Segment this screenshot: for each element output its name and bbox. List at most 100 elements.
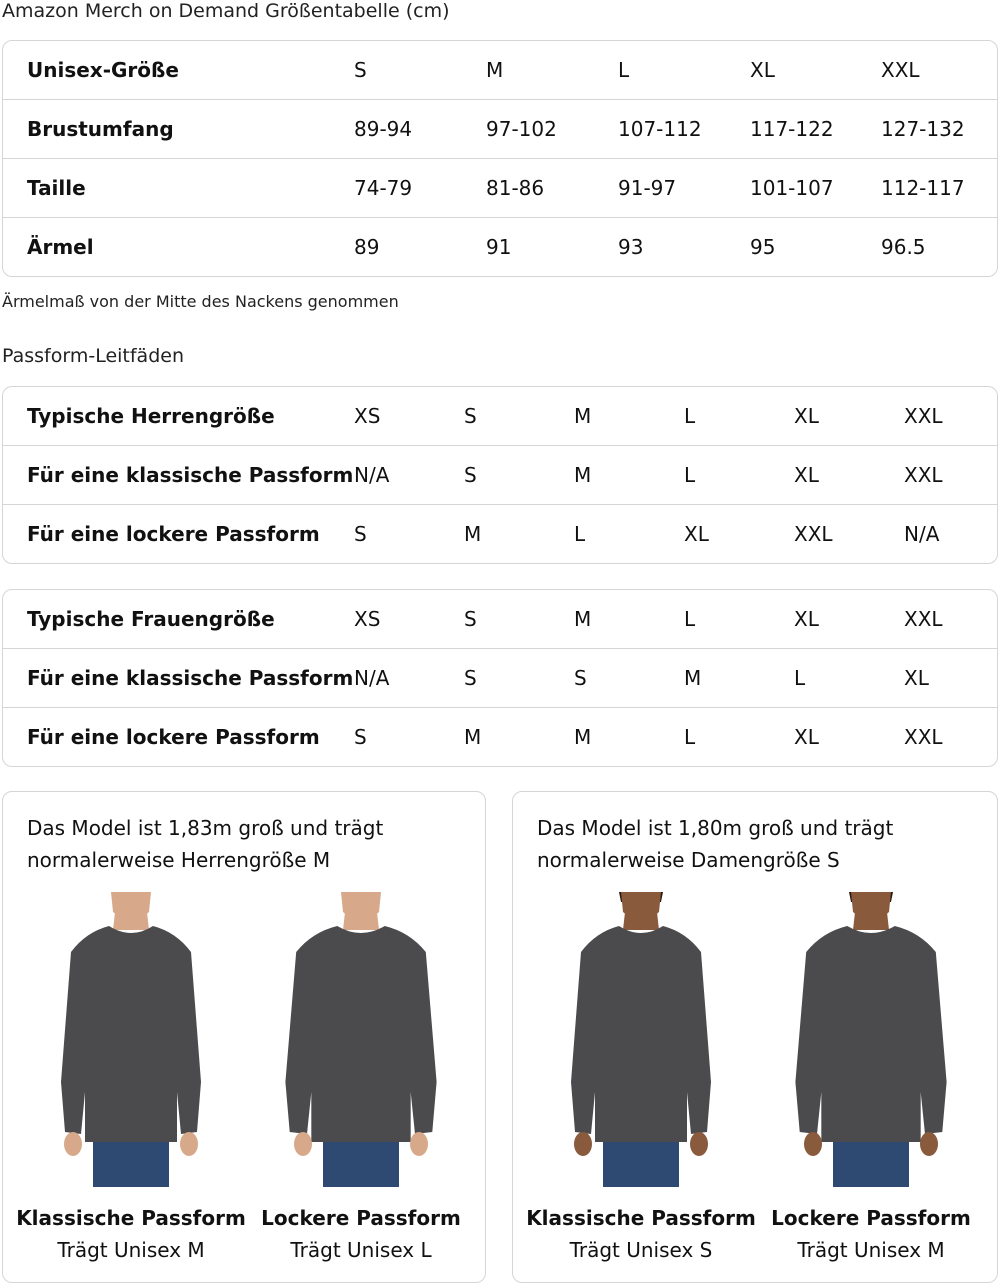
size-chart-note: Ärmelmaß von der Mitte des Nackens genom… [2,292,399,311]
table-cell: L [684,607,696,631]
table-cell: M [574,607,592,631]
table-row: Für eine klassische Passform N/A S S M L XL [3,648,997,707]
table-cell: 101-107 [750,176,834,200]
table-cell: 89-94 [354,117,413,141]
fit-caption-title: Klassische Passform [16,1206,246,1230]
male-model-sweatshirt-image [31,892,231,1187]
men-model-card: Das Model ist 1,83m groß und trägt norma… [2,791,486,1283]
table-cell: S [354,522,367,546]
fit-caption-title: Lockere Passform [261,1206,461,1230]
model-description: Das Model ist 1,80m groß und trägt norma… [537,812,893,876]
table-cell: 81-86 [486,176,545,200]
table-cell: L [574,522,586,546]
fit-caption-size: Trägt Unisex S [569,1238,713,1262]
table-cell: XL [794,725,819,749]
table-row: Ärmel 89 91 93 95 96.5 [3,217,997,276]
women-model-card: Das Model ist 1,80m groß und trägt norma… [512,791,998,1283]
table-row: Für eine lockere Passform S M M L XL XXL [3,707,997,766]
fit-caption: Klassische Passform Trägt Unisex S [526,1202,756,1266]
table-row: Typische Herrengröße XS S M L XL XXL [3,387,997,445]
table-cell: 74-79 [354,176,413,200]
model-description-line: Das Model ist 1,80m groß und trägt [537,816,894,840]
table-cell: XXL [904,725,943,749]
table-cell: L [684,404,696,428]
fit-caption: Lockere Passform Trägt Unisex M [756,1202,986,1266]
row-header: Für eine klassische Passform [27,666,354,690]
table-cell: 97-102 [486,117,557,141]
table-cell: XXL [904,404,943,428]
table-row: Für eine klassische Passform N/A S M L XL XXL [3,445,997,504]
female-model-sweatshirt-image [541,888,741,1187]
table-cell: XL [794,607,819,631]
table-cell: L [794,666,806,690]
table-cell: 93 [618,235,644,259]
model-description-line: normalerweise Damengröße S [537,848,840,872]
women-fit-table: Typische Frauengröße XS S M L XL XXL Für eine k… [2,589,998,767]
female-model-sweatshirt-image [771,888,971,1187]
row-header: Für eine lockere Passform [27,522,320,546]
fit-caption-size: Trägt Unisex M [797,1238,945,1262]
table-cell: M [464,522,482,546]
table-cell: L [618,58,630,82]
table-cell: 91 [486,235,512,259]
table-cell: S [354,725,367,749]
table-cell: S [464,607,477,631]
table-cell: M [486,58,504,82]
row-header: Für eine lockere Passform [27,725,320,749]
table-cell: XXL [904,607,943,631]
fit-caption-size: Trägt Unisex M [57,1238,205,1262]
table-cell: XL [684,522,709,546]
row-header: Für eine klassische Passform [27,463,354,487]
row-header: Brustumfang [27,117,174,141]
table-cell: S [354,58,367,82]
male-model-sweatshirt-image [261,892,461,1187]
size-chart-table: Unisex-Größe S M L XL XXL Brustumfang 89-94 97-1… [2,40,998,277]
fit-caption-size: Trägt Unisex L [290,1238,432,1262]
table-cell: S [464,463,477,487]
model-description: Das Model ist 1,83m groß und trägt norma… [27,812,383,876]
table-row: Taille 74-79 81-86 91-97 101-107 112-117 [3,158,997,217]
table-cell: M [574,404,592,428]
table-cell: 127-132 [881,117,965,141]
table-cell: M [684,666,702,690]
table-cell: S [464,404,477,428]
table-cell: XXL [794,522,833,546]
fit-caption: Lockere Passform Trägt Unisex L [246,1202,476,1266]
table-cell: M [464,725,482,749]
row-header: Taille [27,176,86,200]
table-cell: 112-117 [881,176,965,200]
table-cell: XL [794,404,819,428]
row-header: Typische Frauengröße [27,607,275,631]
table-cell: XL [904,666,929,690]
table-row: Unisex-Größe S M L XL XXL [3,41,997,99]
table-cell: M [574,463,592,487]
row-header: Typische Herrengröße [27,404,275,428]
fit-guides-title: Passform-Leitfäden [2,345,184,367]
table-cell: M [574,725,592,749]
fit-caption-title: Klassische Passform [526,1206,756,1230]
table-cell: XL [750,58,775,82]
table-cell: XS [354,404,381,428]
model-description-line: Das Model ist 1,83m groß und trägt [27,816,384,840]
table-cell: 95 [750,235,776,259]
table-cell: S [464,666,477,690]
table-row: Typische Frauengröße XS S M L XL XXL [3,590,997,648]
table-row: Für eine lockere Passform S M L XL XXL N/A [3,504,997,563]
table-cell: 91-97 [618,176,677,200]
table-cell: XS [354,607,381,631]
table-cell: S [574,666,587,690]
model-description-line: normalerweise Herrengröße M [27,848,331,872]
table-cell: L [684,463,696,487]
table-row: Brustumfang 89-94 97-102 107-112 117-122 127-… [3,99,997,158]
table-cell: XXL [881,58,920,82]
row-header: Unisex-Größe [27,58,179,82]
table-cell: N/A [354,666,390,690]
table-cell: 107-112 [618,117,702,141]
table-cell: XL [794,463,819,487]
size-chart-title: Amazon Merch on Demand Größentabelle (cm… [2,0,450,22]
row-header: Ärmel [27,235,94,259]
table-cell: 117-122 [750,117,834,141]
fit-caption-title: Lockere Passform [771,1206,971,1230]
men-fit-table: Typische Herrengröße XS S M L XL XXL Für eine k… [2,386,998,564]
table-cell: XXL [904,463,943,487]
